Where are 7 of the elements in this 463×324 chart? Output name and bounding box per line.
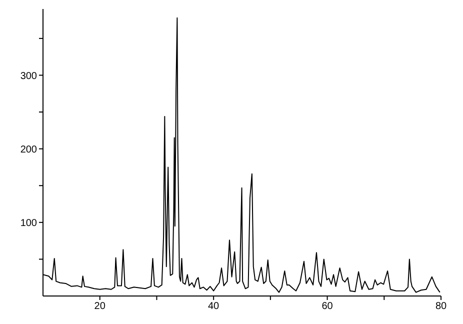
x-tick-label: 60	[322, 301, 334, 312]
x-tick-label: 40	[208, 301, 220, 312]
x-tick-label: 20	[94, 301, 106, 312]
x-tick-label: 80	[435, 301, 447, 312]
y-tick-label: 300	[20, 70, 38, 82]
y-tick-label: 100	[20, 218, 38, 229]
y-tick-label: 200	[20, 144, 38, 156]
